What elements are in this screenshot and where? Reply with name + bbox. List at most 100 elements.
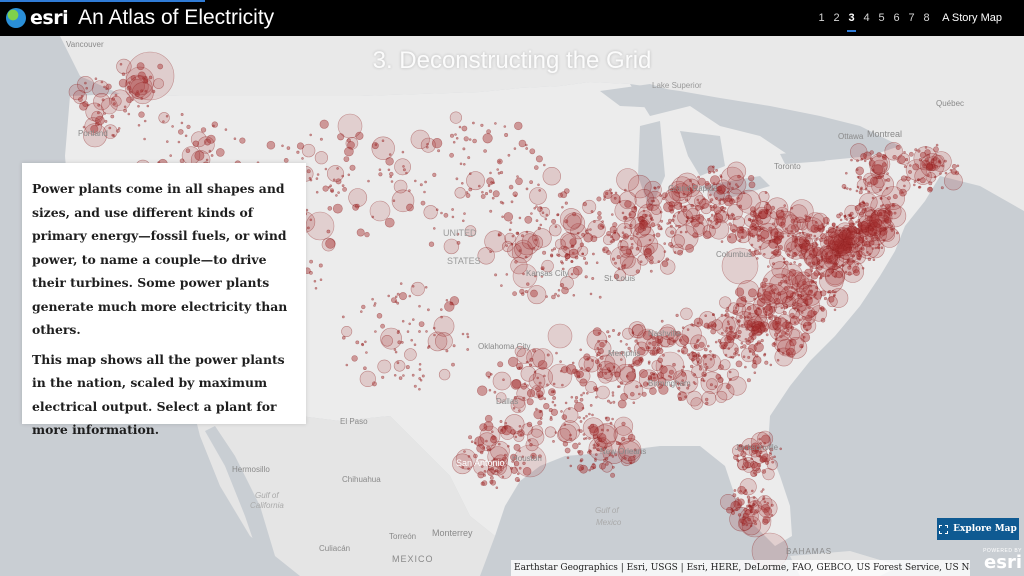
- power-plant-marker[interactable]: [668, 241, 673, 247]
- power-plant-marker[interactable]: [486, 129, 491, 135]
- power-plant-marker[interactable]: [110, 95, 122, 107]
- power-plant-marker[interactable]: [700, 207, 704, 211]
- power-plant-marker[interactable]: [856, 235, 881, 259]
- power-plant-marker[interactable]: [847, 235, 865, 253]
- power-plant-marker[interactable]: [822, 225, 826, 229]
- power-plant-marker[interactable]: [689, 364, 694, 369]
- power-plant-marker[interactable]: [878, 211, 883, 216]
- power-plant-marker[interactable]: [804, 236, 808, 240]
- power-plant-marker[interactable]: [586, 357, 590, 361]
- power-plant-marker[interactable]: [651, 218, 654, 222]
- power-plant-marker[interactable]: [864, 174, 884, 194]
- power-plant-marker[interactable]: [856, 263, 860, 266]
- power-plant-marker[interactable]: [845, 239, 853, 247]
- power-plant-marker[interactable]: [831, 271, 838, 277]
- power-plant-marker[interactable]: [569, 238, 577, 246]
- power-plant-marker[interactable]: [623, 226, 627, 229]
- power-plant-marker[interactable]: [103, 124, 118, 139]
- power-plant-marker[interactable]: [848, 246, 852, 250]
- power-plant-marker[interactable]: [867, 181, 871, 185]
- power-plant-marker[interactable]: [737, 330, 742, 335]
- power-plant-marker[interactable]: [680, 205, 688, 213]
- power-plant-marker[interactable]: [619, 252, 636, 269]
- power-plant-marker[interactable]: [608, 334, 611, 338]
- power-plant-marker[interactable]: [840, 243, 843, 247]
- power-plant-marker[interactable]: [425, 330, 428, 333]
- power-plant-marker[interactable]: [824, 266, 846, 287]
- power-plant-marker[interactable]: [893, 211, 897, 215]
- power-plant-marker[interactable]: [570, 395, 574, 399]
- power-plant-marker[interactable]: [852, 254, 856, 258]
- power-plant-marker[interactable]: [621, 421, 626, 426]
- power-plant-marker[interactable]: [84, 81, 87, 85]
- power-plant-marker[interactable]: [713, 206, 722, 215]
- power-plant-marker[interactable]: [286, 146, 291, 150]
- power-plant-marker[interactable]: [558, 245, 570, 258]
- power-plant-marker[interactable]: [870, 195, 892, 217]
- power-plant-marker[interactable]: [715, 196, 718, 200]
- power-plant-marker[interactable]: [742, 344, 747, 349]
- power-plant-marker[interactable]: [90, 125, 99, 134]
- power-plant-marker[interactable]: [477, 385, 488, 396]
- power-plant-marker[interactable]: [554, 431, 558, 434]
- power-plant-marker[interactable]: [956, 164, 960, 168]
- power-plant-marker[interactable]: [404, 348, 417, 361]
- power-plant-marker[interactable]: [648, 255, 654, 261]
- power-plant-marker[interactable]: [836, 225, 839, 229]
- power-plant-marker[interactable]: [341, 184, 345, 188]
- power-plant-marker[interactable]: [492, 181, 496, 184]
- power-plant-marker[interactable]: [610, 246, 634, 270]
- power-plant-marker[interactable]: [818, 237, 824, 243]
- power-plant-marker[interactable]: [613, 371, 621, 378]
- power-plant-marker[interactable]: [863, 159, 867, 163]
- power-plant-marker[interactable]: [870, 227, 875, 232]
- power-plant-marker[interactable]: [858, 229, 862, 233]
- power-plant-marker[interactable]: [613, 273, 620, 280]
- power-plant-marker[interactable]: [426, 308, 430, 312]
- power-plant-marker[interactable]: [834, 245, 845, 255]
- power-plant-marker[interactable]: [768, 239, 772, 243]
- power-plant-marker[interactable]: [564, 401, 568, 405]
- power-plant-marker[interactable]: [692, 184, 698, 190]
- power-plant-marker[interactable]: [380, 323, 385, 329]
- power-plant-marker[interactable]: [840, 248, 852, 260]
- power-plant-marker[interactable]: [177, 140, 181, 144]
- power-plant-marker[interactable]: [880, 204, 883, 208]
- power-plant-marker[interactable]: [852, 265, 860, 274]
- power-plant-marker[interactable]: [926, 161, 936, 171]
- power-plant-marker[interactable]: [624, 217, 637, 230]
- power-plant-marker[interactable]: [418, 304, 421, 308]
- power-plant-marker[interactable]: [309, 178, 313, 182]
- power-plant-marker[interactable]: [779, 447, 783, 451]
- power-plant-marker[interactable]: [335, 178, 342, 185]
- power-plant-marker[interactable]: [878, 212, 883, 217]
- power-plant-marker[interactable]: [711, 225, 715, 229]
- power-plant-marker[interactable]: [610, 235, 613, 239]
- power-plant-marker[interactable]: [326, 229, 331, 234]
- power-plant-marker[interactable]: [591, 359, 595, 362]
- power-plant-marker[interactable]: [867, 257, 872, 261]
- power-plant-marker[interactable]: [614, 191, 618, 195]
- power-plant-marker[interactable]: [578, 416, 581, 419]
- power-plant-marker[interactable]: [582, 391, 586, 395]
- power-plant-marker[interactable]: [918, 185, 922, 189]
- power-plant-marker[interactable]: [590, 210, 594, 213]
- power-plant-marker[interactable]: [344, 146, 354, 157]
- power-plant-marker[interactable]: [811, 256, 821, 266]
- power-plant-marker[interactable]: [91, 80, 110, 98]
- power-plant-marker[interactable]: [378, 172, 383, 177]
- power-plant-marker[interactable]: [421, 374, 425, 378]
- power-plant-marker[interactable]: [771, 238, 776, 243]
- power-plant-marker[interactable]: [537, 360, 548, 370]
- power-plant-marker[interactable]: [696, 198, 700, 202]
- power-plant-marker[interactable]: [704, 180, 710, 186]
- power-plant-marker[interactable]: [756, 209, 779, 232]
- power-plant-marker[interactable]: [611, 394, 615, 397]
- power-plant-marker[interactable]: [882, 228, 886, 232]
- power-plant-marker[interactable]: [505, 273, 509, 276]
- power-plant-marker[interactable]: [449, 111, 463, 124]
- power-plant-marker[interactable]: [870, 223, 873, 227]
- power-plant-marker[interactable]: [845, 218, 849, 221]
- power-plant-marker[interactable]: [440, 211, 443, 215]
- power-plant-marker[interactable]: [877, 243, 881, 247]
